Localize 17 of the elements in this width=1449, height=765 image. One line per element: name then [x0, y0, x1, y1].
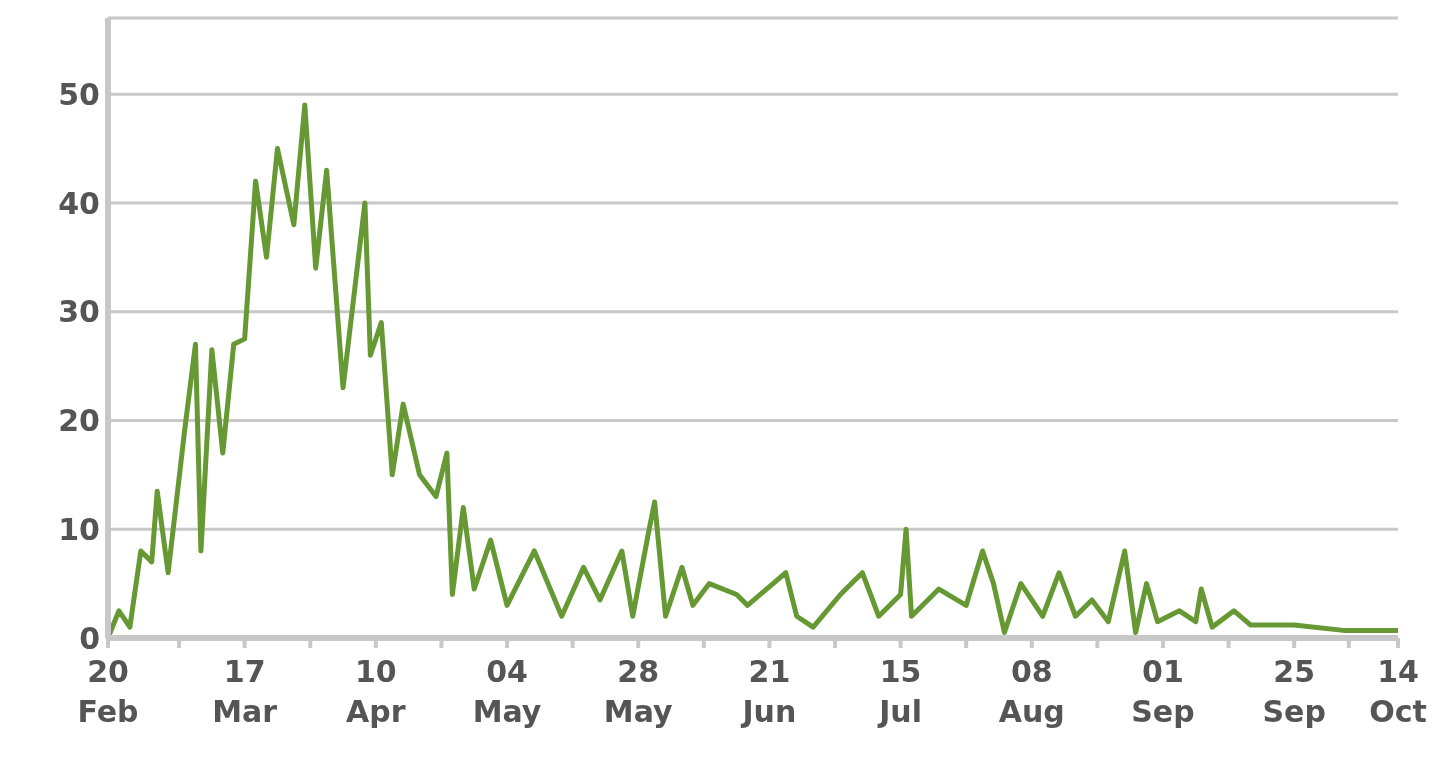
x-tick-label: 01 Sep [1131, 654, 1195, 729]
x-tick-label: 20 Feb [77, 654, 139, 729]
y-tick-label: 20 [58, 403, 100, 439]
y-tick-label: 40 [58, 185, 100, 221]
x-tick-label: 14 Oct [1369, 654, 1427, 729]
x-tick-label: 28 May [603, 654, 674, 729]
x-tick-label: 25 Sep [1262, 654, 1326, 729]
x-tick-label: 08 Aug [998, 654, 1065, 729]
y-tick-label: 30 [58, 294, 100, 330]
y-tick-label: 10 [58, 511, 100, 547]
y-tick-label: 0 [79, 620, 100, 656]
x-tick-label: 21 Jun [740, 654, 797, 729]
x-tick-label: 17 Mar [212, 654, 278, 729]
x-tick-label: 15 Jul [877, 654, 922, 729]
y-tick-label: 50 [58, 76, 100, 112]
x-tick-label: 10 Apr [346, 654, 406, 729]
x-tick-label: 04 May [472, 654, 542, 729]
